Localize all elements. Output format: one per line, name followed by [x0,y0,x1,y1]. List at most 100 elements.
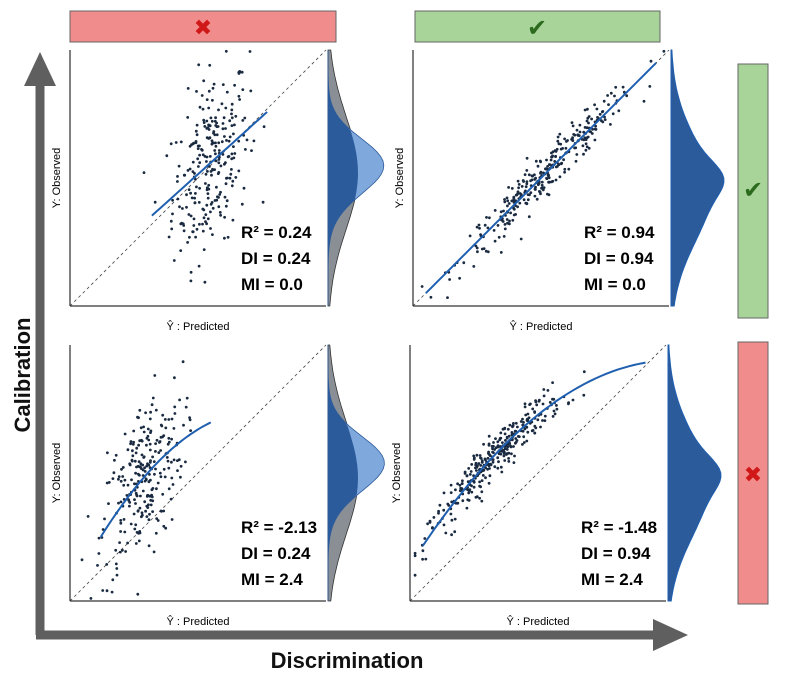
data-point [223,162,226,166]
data-point [80,558,84,562]
data-point [574,159,578,163]
data-point [165,456,169,459]
data-point [151,396,155,400]
data-point [129,522,133,526]
data-point [211,86,215,90]
data-point [231,218,235,222]
data-point [520,185,524,188]
data-point [480,499,484,503]
data-point [142,425,146,429]
data-point [144,411,148,415]
data-point [478,480,481,484]
column-header-bad-box [69,10,337,43]
data-point [86,515,90,518]
data-point [510,199,514,203]
data-point [559,162,563,166]
r2-stat: R² = 0.94 [584,223,655,242]
data-point [468,234,472,238]
data-point [474,244,478,248]
data-point [141,489,145,493]
data-point [481,474,485,477]
data-point [232,145,235,149]
data-point [205,155,209,159]
data-point [144,509,148,513]
data-point [234,114,238,118]
data-point [194,129,198,133]
data-point [521,417,524,421]
data-point [534,399,537,403]
data-point [228,119,232,123]
data-point [185,396,189,400]
data-point [617,109,621,113]
data-point [230,112,233,116]
check-icon: ✔ [743,176,763,204]
data-point [145,495,149,498]
data-point [514,437,518,440]
data-point [157,451,161,454]
data-point [510,431,514,434]
data-point [496,466,500,470]
data-point [525,156,529,160]
data-point [609,91,613,95]
data-point [237,71,241,74]
data-point [516,190,520,194]
data-point [152,550,156,554]
data-point [133,527,137,531]
data-point [543,419,547,422]
data-point [170,476,174,480]
data-point [202,121,206,124]
data-point [176,469,179,472]
data-point [214,116,218,120]
data-point [540,180,544,184]
data-point [530,429,534,433]
data-point [201,222,204,226]
data-point [241,88,245,91]
data-point [166,459,170,463]
data-point [159,435,163,439]
data-point [129,442,133,446]
data-point [215,133,219,137]
data-point [514,213,517,216]
data-point [582,370,586,374]
data-point [188,167,192,171]
data-point [197,63,201,67]
data-point [509,211,512,215]
data-point [562,158,565,162]
data-point [450,533,453,537]
data-point [164,426,168,430]
data-point [598,112,602,116]
data-point [601,120,605,124]
data-point [211,98,214,102]
data-point [172,458,176,462]
data-point [134,471,138,475]
row-header-good: ✔ [737,63,769,319]
data-point [521,429,525,433]
data-point [149,503,153,507]
data-point [206,217,210,221]
data-point [204,172,208,176]
data-point [527,215,531,219]
data-point [133,482,136,486]
data-point [488,453,491,457]
data-point [563,167,567,171]
data-point [171,483,175,486]
data-point [171,198,175,202]
y-axis-label: Y: Observed [394,148,406,209]
data-point [210,173,213,177]
data-point [591,127,594,131]
data-point [115,567,119,570]
data-point [204,213,208,217]
fit-line [99,421,212,538]
data-point [571,124,575,128]
data-point [508,423,512,427]
data-point [516,425,519,429]
panel-top-right: Ŷ : Predicted Y: Observed R² = 0.94 DI = 0.… [394,49,725,333]
data-point [101,589,105,592]
data-point [233,152,237,155]
data-point [201,229,205,233]
data-point [578,123,582,127]
data-point [182,229,186,233]
data-point [230,108,234,112]
data-point [237,169,241,173]
data-point [192,217,196,221]
